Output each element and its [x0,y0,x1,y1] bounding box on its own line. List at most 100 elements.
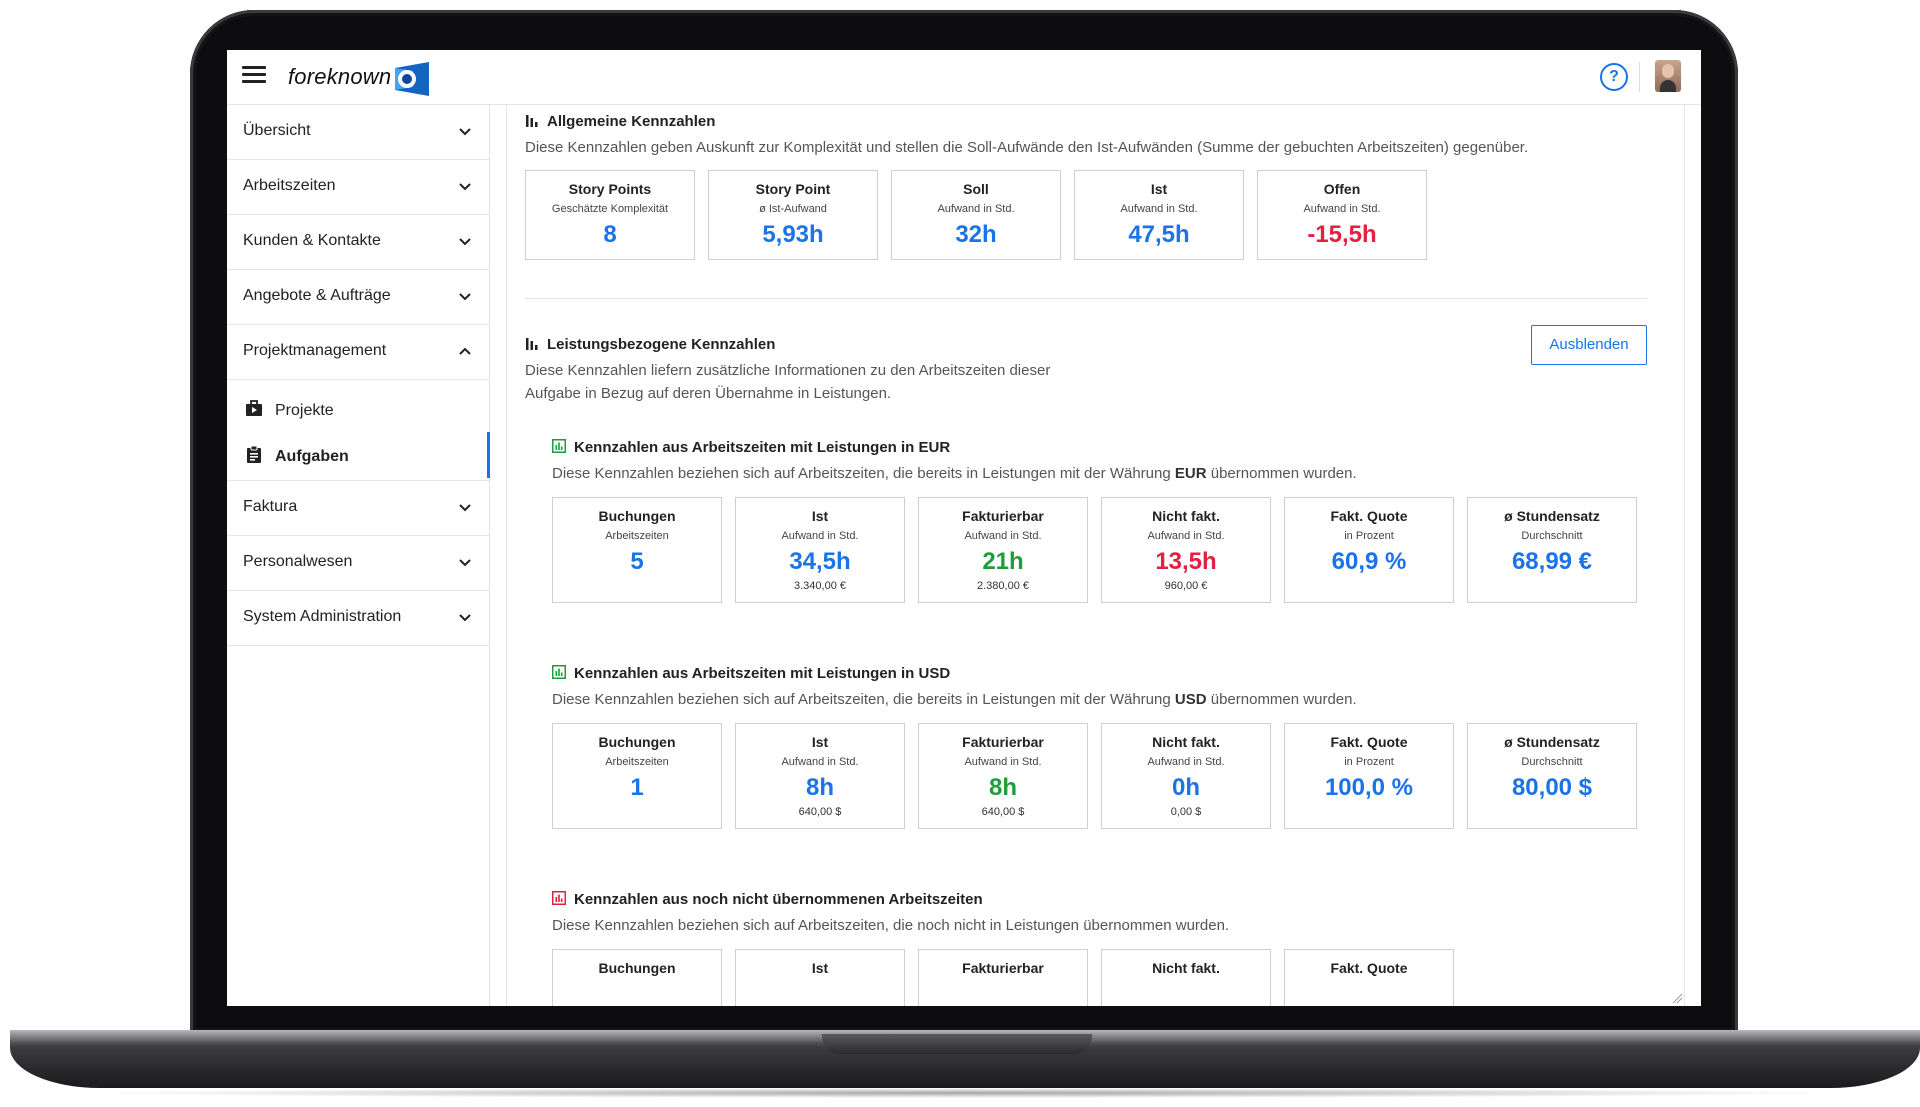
card-title: Ist [811,960,829,976]
sidebar-item-label: Kunden & Kontakte [243,232,381,249]
chevron-down-icon [459,183,471,191]
sidebar: Übersicht Arbeitszeiten Kunden & Kontakt… [227,105,490,1006]
sidebar-item-personalwesen[interactable]: Personalwesen [227,536,489,591]
usd-desc-pre: Diese Kennzahlen beziehen sich auf Arbei… [552,691,1171,708]
usd-card-buchungen: Buchungen Arbeitszeiten 1 [552,723,722,829]
sidebar-item-system-administration[interactable]: System Administration [227,591,489,646]
card-title: Fakt. Quote [1330,960,1408,976]
card-value: 8h [805,774,834,801]
pending-card-fakturierbar: Fakturierbar [918,949,1088,1006]
card-value: 5 [630,548,644,575]
avatar[interactable] [1655,60,1681,92]
pending-heading: Kennzahlen aus noch nicht übernommenen A… [552,891,983,908]
card-value: 100,0 % [1324,774,1414,801]
card-title: Soll [963,181,989,197]
sidebar-item-uebersicht[interactable]: Übersicht [227,105,489,160]
help-icon[interactable]: ? [1600,63,1628,91]
bar-chart-icon [526,338,538,350]
content-panel: Allgemeine Kennzahlen Diese Kennzahlen g… [506,105,1685,1006]
chart-box-icon [552,439,566,453]
card-subtitle: Aufwand in Std. [781,530,859,542]
eur-desc-post: übernommen wurden. [1210,465,1357,482]
sidebar-item-angebote[interactable]: Angebote & Aufträge [227,270,489,325]
chevron-down-icon [459,128,471,136]
chevron-up-icon [459,347,471,355]
eur-card-stundensatz: ø Stundensatz Durchschnitt 68,99 € [1467,497,1637,603]
card-title: Story Point [755,181,831,197]
card-footer: 2.380,00 € [977,580,1029,592]
usd-card-ist: Ist Aufwand in Std. 8h 640,00 $ [735,723,905,829]
header-divider [1639,62,1640,92]
usd-card-fakt-quote: Fakt. Quote in Prozent 100,0 % [1284,723,1454,829]
sidebar-item-faktura[interactable]: Faktura [227,481,489,536]
card-subtitle: Aufwand in Std. [1147,756,1225,768]
performance-description-line2: Aufgabe in Bezug auf deren Übernahme in … [525,385,892,402]
card-subtitle: Aufwand in Std. [964,756,1042,768]
pending-card-ist: Ist [735,949,905,1006]
card-subtitle: Arbeitszeiten [605,756,669,768]
sidebar-item-label: Faktura [243,498,298,515]
card-title: Nicht fakt. [1152,508,1220,524]
card-value: 47,5h [1128,221,1190,248]
menu-icon[interactable] [242,66,266,84]
card-subtitle: ø Ist-Aufwand [759,203,827,215]
chart-box-icon [552,665,566,679]
chevron-down-icon [459,614,471,622]
app-logo-text: foreknown [288,64,392,89]
card-subtitle: Aufwand in Std. [1120,203,1198,215]
sidebar-item-label: Angebote & Aufträge [243,287,391,304]
card-value: 0h [1171,774,1200,801]
general-title: Allgemeine Kennzahlen [547,113,716,130]
sidebar-item-label: Arbeitszeiten [243,177,336,194]
card-title: Nicht fakt. [1152,734,1220,750]
sidebar-item-projekte[interactable]: Projekte [227,386,489,432]
app-header: foreknown ? [227,50,1701,105]
usd-card-stundensatz: ø Stundensatz Durchschnitt 80,00 $ [1467,723,1637,829]
card-value: 13,5h [1155,548,1217,575]
usd-card-nicht-fakt: Nicht fakt. Aufwand in Std. 0h 0,00 $ [1101,723,1271,829]
card-subtitle: Durchschnitt [1521,756,1583,768]
card-subtitle: Geschätzte Komplexität [551,203,669,215]
usd-desc-post: übernommen wurden. [1210,691,1357,708]
card-title: Story Points [568,181,652,197]
sidebar-item-projektmanagement[interactable]: Projektmanagement [227,325,489,380]
sidebar-item-label: Projektmanagement [243,342,387,359]
performance-heading: Leistungsbezogene Kennzahlen [525,336,775,353]
usd-card-fakturierbar: Fakturierbar Aufwand in Std. 8h 640,00 $ [918,723,1088,829]
usd-desc-currency: USD [1174,691,1207,708]
app-screen: foreknown ? Übersicht Arbeitszeiten Kund… [227,50,1701,1006]
resize-handle-icon[interactable] [1671,992,1683,1004]
card-value: 32h [955,221,997,248]
card-subtitle: Aufwand in Std. [1303,203,1381,215]
card-footer: 960,00 € [1164,580,1208,592]
performance-description-line1: Diese Kennzahlen liefern zusätzliche Inf… [525,362,1051,379]
general-card-offen: Offen Aufwand in Std. -15,5h [1257,170,1427,260]
sidebar-item-aufgaben[interactable]: Aufgaben [227,432,490,478]
pending-card-buchungen: Buchungen [552,949,722,1006]
briefcase-icon [246,400,262,416]
general-card-story-point-avg: Story Point ø Ist-Aufwand 5,93h [708,170,878,260]
eur-card-nicht-fakt: Nicht fakt. Aufwand in Std. 13,5h 960,00… [1101,497,1271,603]
projektmanagement-submenu: Projekte Aufgaben [227,380,490,481]
performance-description: Diese Kennzahlen liefern zusätzliche Inf… [525,359,1225,405]
sidebar-item-label: Aufgaben [275,448,349,465]
chevron-down-icon [459,238,471,246]
logo-icon [395,62,429,96]
card-title: Fakturierbar [962,508,1044,524]
sidebar-item-arbeitszeiten[interactable]: Arbeitszeiten [227,160,489,215]
eur-desc-pre: Diese Kennzahlen beziehen sich auf Arbei… [552,465,1171,482]
card-footer: 3.340,00 € [794,580,846,592]
card-title: Nicht fakt. [1152,960,1220,976]
card-subtitle: Aufwand in Std. [1147,530,1225,542]
hide-button[interactable]: Ausblenden [1531,325,1647,365]
card-subtitle: Aufwand in Std. [781,756,859,768]
card-value: 21h [982,548,1024,575]
general-description: Diese Kennzahlen geben Auskunft zur Komp… [525,139,1529,156]
card-footer: 0,00 $ [1170,806,1202,818]
card-title: Fakturierbar [962,960,1044,976]
sidebar-item-kunden[interactable]: Kunden & Kontakte [227,215,489,270]
card-title: Buchungen [598,734,676,750]
card-title: Buchungen [598,508,676,524]
section-divider [525,298,1647,299]
usd-title: Kennzahlen aus Arbeitszeiten mit Leistun… [574,665,951,682]
